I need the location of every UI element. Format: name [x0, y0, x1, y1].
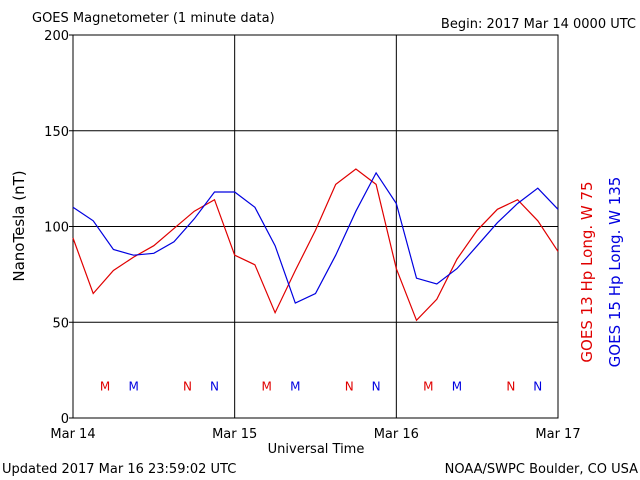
footer-right: NOAA/SWPC Boulder, CO USA: [445, 462, 638, 477]
chart-title: GOES Magnetometer (1 minute data): [32, 11, 275, 26]
y-tick-label: 50: [52, 316, 69, 331]
annotation: M: [261, 379, 271, 393]
y-axis-label: NanoTesla (nT): [10, 170, 28, 281]
annotation: N: [372, 379, 381, 393]
legend-entry: GOES 15 Hp Long. W 135: [606, 177, 624, 368]
series-line: [72, 171, 559, 304]
chart-subtitle: Begin: 2017 Mar 14 0000 UTC: [441, 17, 636, 32]
x-tick-label: Mar 15: [212, 427, 257, 442]
annotation: N: [210, 379, 219, 393]
series-line: [72, 168, 559, 322]
annotation: M: [290, 379, 300, 393]
x-tick-label: Mar 14: [50, 427, 95, 442]
y-tick-label: 0: [61, 412, 69, 427]
annotation: N: [183, 379, 192, 393]
footer-left: Updated 2017 Mar 16 23:59:02 UTC: [2, 462, 236, 477]
x-tick-label: Mar 17: [535, 427, 580, 442]
x-axis-label: Universal Time: [268, 442, 365, 457]
legend-entry: GOES 13 Hp Long. W 75: [578, 181, 596, 362]
annotation: N: [506, 379, 515, 393]
annotation: M: [100, 379, 110, 393]
y-tick-label: 150: [44, 125, 69, 140]
annotation: M: [423, 379, 433, 393]
annotation: N: [345, 379, 354, 393]
y-tick-label: 100: [44, 221, 69, 236]
x-tick-label: Mar 16: [374, 427, 419, 442]
y-tick-label: 200: [44, 29, 69, 44]
annotation: N: [533, 379, 542, 393]
annotation: M: [128, 379, 138, 393]
annotation: M: [452, 379, 462, 393]
